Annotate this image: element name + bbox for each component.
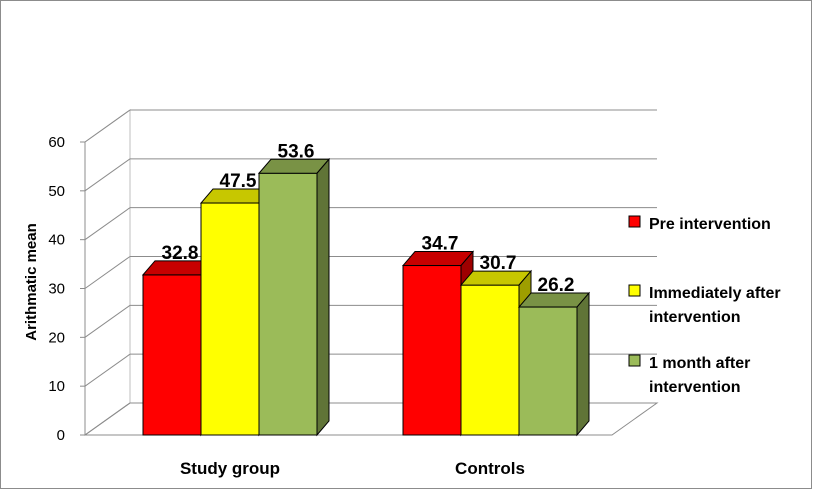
y-tick-label: 0 xyxy=(57,427,65,444)
legend-label: intervention xyxy=(649,309,741,326)
y-axis-ticks: 0 10 20 30 40 50 60 xyxy=(48,134,65,444)
gridline-depth xyxy=(84,256,131,289)
bar-front xyxy=(200,202,260,436)
gridline-depth xyxy=(84,158,131,192)
y-axis-label: Arithmatic mean xyxy=(23,223,40,341)
data-label: 53.6 xyxy=(278,141,315,162)
gridline-depth xyxy=(84,353,131,387)
bar-front xyxy=(460,284,520,436)
bar-side xyxy=(316,157,330,437)
y-tick-label: 40 xyxy=(48,232,65,249)
gridline-depth xyxy=(84,207,131,241)
legend: Pre intervention Immediately after interve… xyxy=(628,215,781,396)
gridline-depth xyxy=(84,109,131,143)
bar-side xyxy=(576,291,590,437)
y-tick-label: 50 xyxy=(48,183,65,200)
data-labels: 32.8 47.5 53.6 34.7 30.7 26.2 xyxy=(162,141,575,296)
gridline-depth xyxy=(84,402,131,436)
bar-front xyxy=(142,274,202,436)
y-tick-label: 10 xyxy=(48,378,65,395)
gridline-depth xyxy=(84,304,131,338)
legend-label: intervention xyxy=(649,379,741,396)
legend-swatch xyxy=(628,284,641,297)
bar-front xyxy=(518,306,578,436)
data-label: 47.5 xyxy=(220,171,257,192)
y-tick-label: 60 xyxy=(48,134,65,151)
bar-front xyxy=(258,172,318,436)
bars xyxy=(141,157,591,437)
category-label: Study group xyxy=(180,459,280,478)
legend-swatch xyxy=(628,215,641,228)
legend-label: Immediately after xyxy=(649,285,781,302)
legend-swatch xyxy=(628,354,641,367)
legend-label: Pre intervention xyxy=(649,216,771,233)
data-label: 26.2 xyxy=(538,275,575,296)
legend-label: 1 month after xyxy=(649,355,750,372)
data-label: 32.8 xyxy=(162,243,199,264)
y-tick-label: 30 xyxy=(48,281,65,298)
data-label: 30.7 xyxy=(480,253,517,274)
category-label: Controls xyxy=(455,459,525,478)
bar-front xyxy=(402,265,462,436)
data-label: 34.7 xyxy=(422,234,459,255)
x-axis-categories: Study group Controls xyxy=(180,459,525,478)
y-tick-label: 20 xyxy=(48,329,65,346)
